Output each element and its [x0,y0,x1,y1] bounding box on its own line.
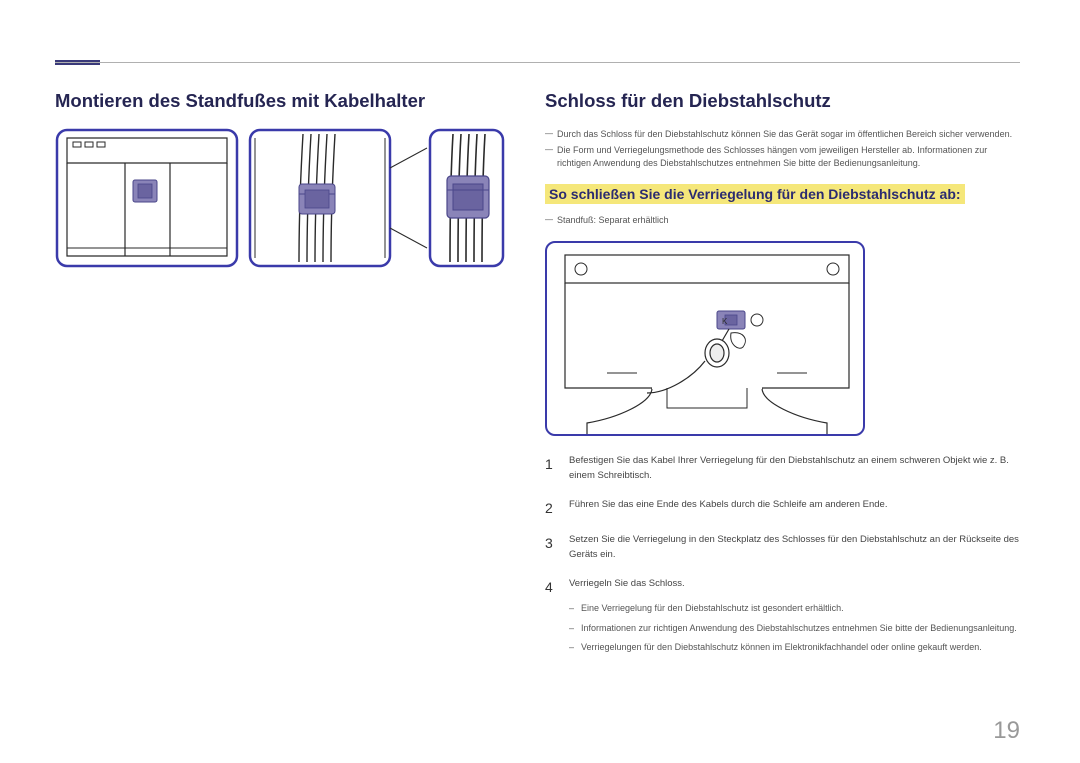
svg-text:K: K [722,317,728,326]
step-text: Setzen Sie die Verriegelung in den Steck… [569,533,1020,562]
sub-bullet: Informationen zur richtigen Anwendung de… [569,622,1020,636]
page-number: 19 [993,717,1020,745]
step-text: Führen Sie das eine Ende des Kabels durc… [569,498,1020,520]
step-row: 1 Befestigen Sie das Kabel Ihrer Verrieg… [545,454,1020,483]
step-row: 2 Führen Sie das eine Ende des Kabels du… [545,498,1020,520]
left-heading: Montieren des Standfußes mit Kabelhalter [55,90,505,112]
step-number: 1 [545,454,569,483]
right-subheading: So schließen Sie die Verriegelung für de… [545,184,965,204]
intro-note: Durch das Schloss für den Diebstahlschut… [545,128,1020,141]
intro-note: Die Form und Verriegelungsmethode des Sc… [545,144,1020,170]
content-columns: Montieren des Standfußes mit Kabelhalter [55,90,1020,661]
intro-notes: Durch das Schloss für den Diebstahlschut… [545,128,1020,170]
sub-note: Standfuß: Separat erhältlich [545,214,1020,227]
step-row: 3 Setzen Sie die Verriegelung in den Ste… [545,533,1020,562]
step-number: 3 [545,533,569,562]
sub-note-block: Standfuß: Separat erhältlich [545,214,1020,227]
step-number: 2 [545,498,569,520]
sub-bullet: Verriegelungen für den Diebstahlschutz k… [569,641,1020,655]
step-text: Verriegeln Sie das Schloss. [569,577,1020,599]
right-illustration: K [545,241,865,436]
step-row: 4 Verriegeln Sie das Schloss. [545,577,1020,599]
right-heading: Schloss für den Diebstahlschutz [545,90,1020,112]
right-column: Schloss für den Diebstahlschutz Durch da… [545,90,1020,661]
sub-bullets: Eine Verriegelung für den Diebstahlschut… [569,602,1020,655]
manual-page: Montieren des Standfußes mit Kabelhalter [0,0,1080,763]
header-rule [55,62,1020,63]
steps-list: 1 Befestigen Sie das Kabel Ihrer Verrieg… [545,454,1020,655]
sub-bullet: Eine Verriegelung für den Diebstahlschut… [569,602,1020,616]
left-column: Montieren des Standfußes mit Kabelhalter [55,90,505,661]
left-illustration-group [55,128,505,268]
step-text: Befestigen Sie das Kabel Ihrer Verriegel… [569,454,1020,483]
step-number: 4 [545,577,569,599]
